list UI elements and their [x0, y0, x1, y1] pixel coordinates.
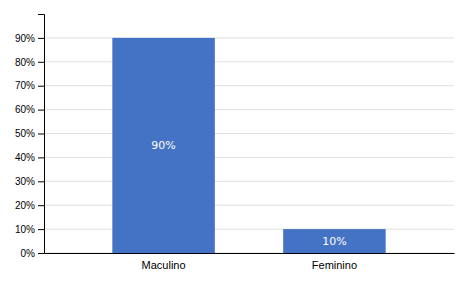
- bars: [112, 38, 385, 253]
- y-tick: 40%: [15, 152, 44, 163]
- grid-line: [44, 181, 454, 182]
- y-tick-mark: [38, 229, 44, 230]
- y-axis: 0% 10% 20% 30% 40% 50% 60% 70% 80% 90%: [15, 15, 45, 259]
- data-label: 90%: [151, 139, 175, 152]
- y-tick-label: 80%: [15, 57, 35, 68]
- y-tick-mark: [38, 110, 44, 111]
- y-tick: 30%: [15, 176, 44, 187]
- grid: [44, 38, 454, 253]
- data-labels: 90% 10%: [151, 139, 346, 248]
- chart-container: 0% 10% 20% 30% 40% 50% 60% 70% 80% 90% Maculino Fem…: [0, 0, 468, 281]
- y-tick-label: 10%: [15, 224, 35, 235]
- y-tick: 20%: [15, 200, 44, 211]
- y-tick: 50%: [15, 128, 44, 139]
- y-tick-mark: [38, 253, 44, 254]
- y-tick-label: 60%: [15, 104, 35, 115]
- y-tick-label: 40%: [15, 152, 35, 163]
- grid-line: [44, 109, 454, 110]
- y-tick-label: 30%: [15, 176, 35, 187]
- y-tick-label: 20%: [15, 200, 35, 211]
- x-tick-label: Feminino: [312, 259, 357, 271]
- y-tick-mark: [38, 157, 44, 158]
- x-tick-label: Maculino: [142, 259, 186, 271]
- grid-line: [44, 157, 454, 158]
- grid-line: [44, 133, 454, 134]
- bar: [283, 229, 386, 253]
- y-tick-mark: [38, 181, 44, 182]
- grid-line: [44, 253, 454, 254]
- grid-line: [44, 229, 454, 230]
- data-label: 10%: [322, 235, 346, 248]
- y-tick-label: 0%: [21, 248, 36, 259]
- y-tick-mark: [38, 38, 44, 39]
- y-axis-line: [38, 15, 45, 254]
- grid-line: [44, 205, 454, 206]
- grid-line: [44, 37, 454, 38]
- grid-line: [44, 85, 454, 86]
- x-tick: Maculino: [142, 253, 186, 271]
- y-tick: 0%: [21, 248, 44, 259]
- y-tick: 90%: [15, 33, 44, 44]
- bar: [112, 38, 215, 253]
- x-axis-line: [45, 253, 455, 254]
- y-tick-label: 50%: [15, 128, 35, 139]
- y-tick: 10%: [15, 224, 44, 235]
- y-tick-label: 90%: [15, 33, 35, 44]
- y-tick-label: 70%: [15, 80, 35, 91]
- grid-line: [44, 61, 454, 62]
- y-tick-mark: [38, 134, 44, 135]
- x-axis: Maculino Feminino: [45, 253, 455, 271]
- chart-svg: 0% 10% 20% 30% 40% 50% 60% 70% 80% 90% Maculino Fem…: [0, 0, 468, 281]
- y-tick-mark: [38, 62, 44, 63]
- y-tick: 70%: [15, 80, 44, 91]
- y-tick: 80%: [15, 57, 44, 68]
- plot: 0% 10% 20% 30% 40% 50% 60% 70% 80% 90% Maculino Fem…: [15, 15, 455, 271]
- y-tick-mark: [38, 205, 44, 206]
- y-tick-mark: [38, 86, 44, 87]
- x-tick: Feminino: [312, 253, 357, 271]
- y-tick: 60%: [15, 104, 44, 115]
